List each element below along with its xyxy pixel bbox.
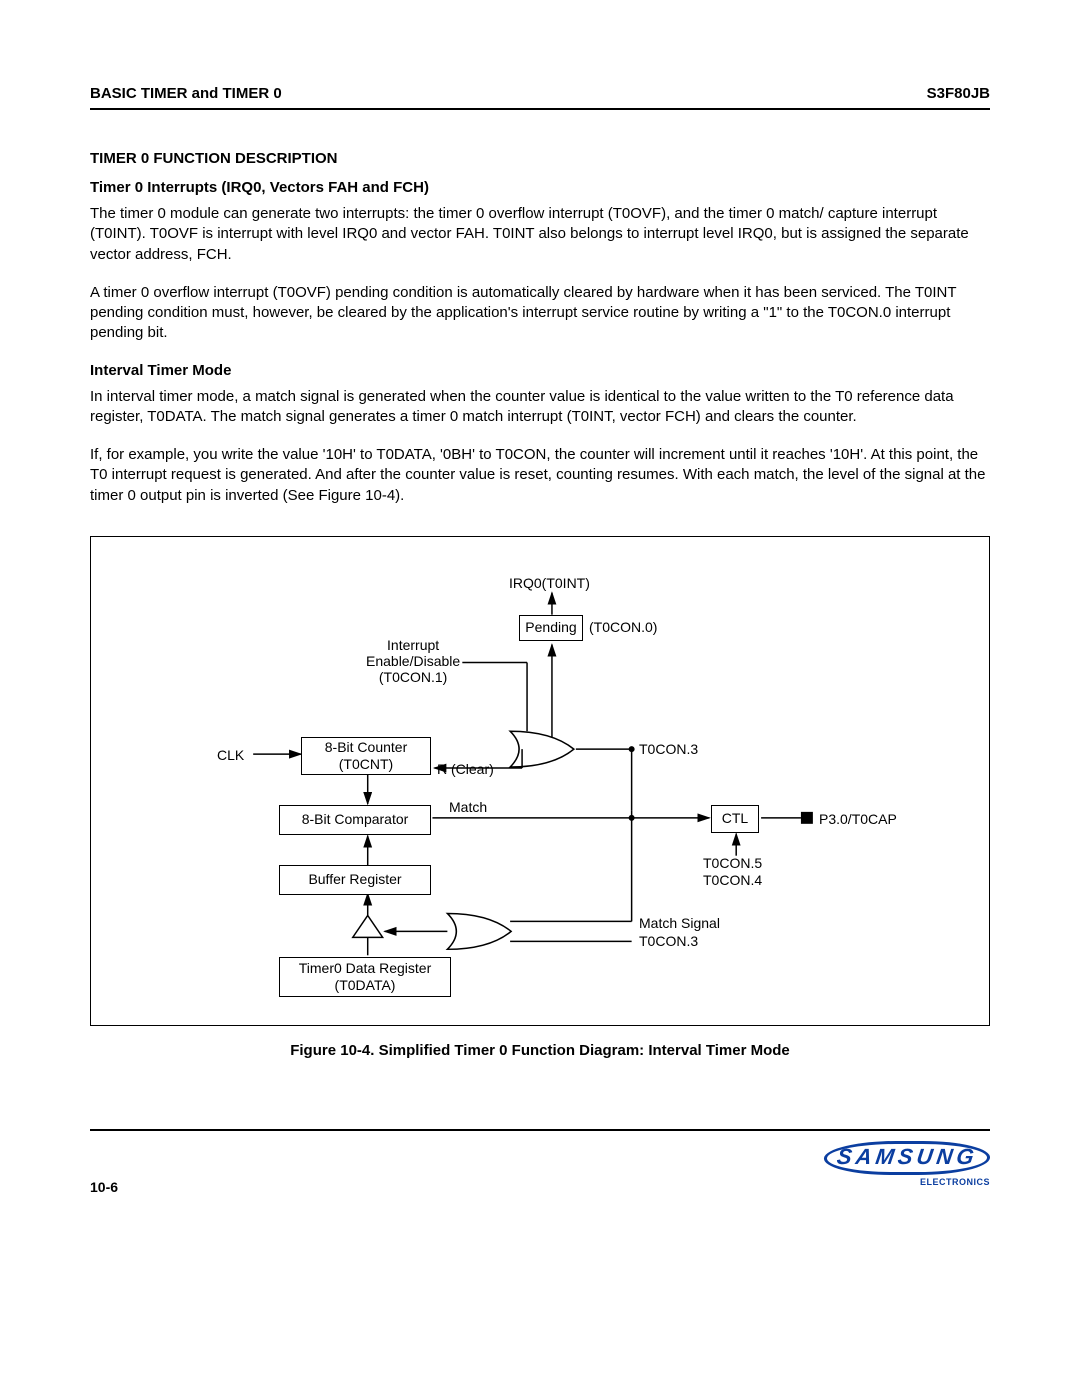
header-left: BASIC TIMER and TIMER 0 xyxy=(90,85,282,102)
label-tocon3-top: T0CON.3 xyxy=(639,741,698,757)
page-number: 10-6 xyxy=(90,1141,118,1195)
header-rule xyxy=(90,108,990,110)
section-heading: TIMER 0 FUNCTION DESCRIPTION xyxy=(90,150,990,167)
label-int-enable: Interrupt Enable/Disable (T0CON.1) xyxy=(366,637,460,685)
paragraph-4: If, for example, you write the value '10… xyxy=(90,445,990,506)
box-data-register: Timer0 Data Register (T0DATA) xyxy=(279,957,451,997)
paragraph-3: In interval timer mode, a match signal i… xyxy=(90,387,990,428)
subheading-interrupts: Timer 0 Interrupts (IRQ0, Vectors FAH an… xyxy=(90,179,990,196)
samsung-logo-block: SAMSUNG ELECTRONICS xyxy=(824,1141,990,1187)
label-match-signal: Match Signal xyxy=(639,915,720,931)
label-tocon4: T0CON.4 xyxy=(703,872,762,888)
footer-rule xyxy=(90,1129,990,1131)
box-buffer: Buffer Register xyxy=(279,865,431,895)
figure-diagram: IRQ0(T0INT) Pending (T0CON.0) Interrupt … xyxy=(90,536,990,1026)
label-port: P3.0/T0CAP xyxy=(819,811,897,827)
label-clk: CLK xyxy=(217,747,244,763)
label-tocon5: T0CON.5 xyxy=(703,855,762,871)
electronics-label: ELECTRONICS xyxy=(824,1177,990,1187)
label-r-clear: R (Clear) xyxy=(437,761,494,777)
samsung-logo-icon: SAMSUNG xyxy=(821,1141,992,1175)
box-counter: 8-Bit Counter (T0CNT) xyxy=(301,737,431,775)
box-ctl: CTL xyxy=(711,805,759,833)
label-pending-right: (T0CON.0) xyxy=(589,619,657,635)
figure-caption: Figure 10-4. Simplified Timer 0 Function… xyxy=(90,1042,990,1059)
page-header: BASIC TIMER and TIMER 0 S3F80JB xyxy=(90,85,990,102)
header-right: S3F80JB xyxy=(927,85,990,102)
diagram-svg xyxy=(91,537,989,1025)
paragraph-1: The timer 0 module can generate two inte… xyxy=(90,204,990,265)
label-irq: IRQ0(T0INT) xyxy=(509,575,590,591)
box-pending: Pending xyxy=(519,615,583,641)
page-footer: 10-6 SAMSUNG ELECTRONICS xyxy=(90,1141,990,1195)
subheading-interval: Interval Timer Mode xyxy=(90,362,990,379)
label-match: Match xyxy=(449,799,487,815)
box-comparator: 8-Bit Comparator xyxy=(279,805,431,835)
paragraph-2: A timer 0 overflow interrupt (T0OVF) pen… xyxy=(90,283,990,344)
label-tocon3-bot: T0CON.3 xyxy=(639,933,698,949)
page-container: BASIC TIMER and TIMER 0 S3F80JB TIMER 0 … xyxy=(0,0,1080,1235)
